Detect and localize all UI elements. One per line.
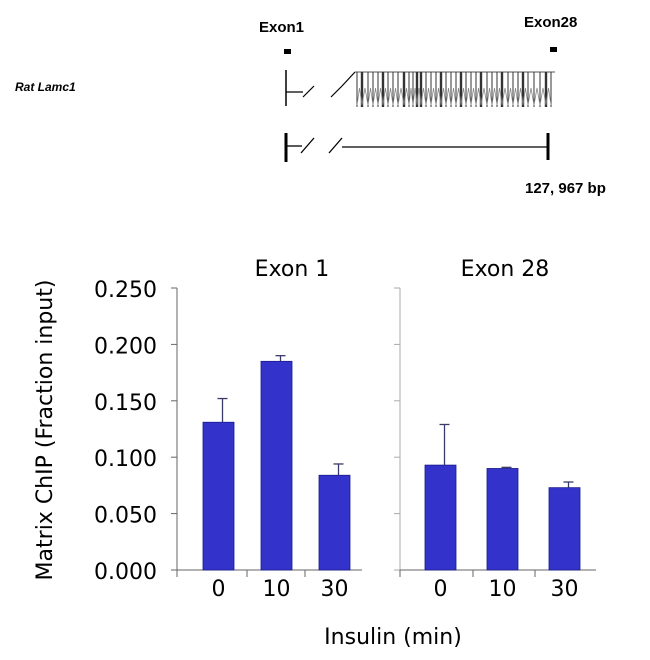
y-tick-label: 0.250 bbox=[94, 278, 157, 303]
chart: Matrix ChIP (Fraction input) 0.0000.0500… bbox=[33, 257, 596, 650]
x-tick-label: 10 bbox=[489, 577, 517, 602]
bar bbox=[424, 464, 457, 571]
y-tick-label: 0.150 bbox=[94, 391, 157, 416]
x-axis-label: Insulin (min) bbox=[324, 625, 462, 650]
bar bbox=[548, 487, 581, 571]
x-tick-label: 0 bbox=[212, 577, 226, 602]
x-tick-label: 30 bbox=[321, 577, 349, 602]
intron-lines bbox=[356, 87, 552, 106]
exon1-marker bbox=[284, 49, 291, 54]
bar bbox=[318, 474, 351, 571]
gene-span-track bbox=[284, 133, 550, 162]
panel-2: Exon 28 0 10 30 bbox=[394, 257, 596, 602]
gene-name: Rat Lamc1 bbox=[15, 80, 76, 94]
y-tick-label: 0.200 bbox=[94, 334, 157, 359]
x-tick-label: 0 bbox=[434, 577, 448, 602]
bar bbox=[260, 360, 293, 571]
gene-exon-track bbox=[285, 70, 555, 107]
exon28-marker bbox=[550, 47, 557, 52]
panel-title: Exon 1 bbox=[255, 257, 330, 282]
panel-title: Exon 28 bbox=[461, 257, 550, 282]
bar bbox=[202, 421, 235, 571]
y-tick-label: 0.050 bbox=[94, 504, 157, 529]
panel-1: Exon 1 0 10 30 bbox=[171, 257, 362, 602]
exon-bars bbox=[356, 72, 552, 107]
y-tick-label: 0.100 bbox=[94, 447, 157, 472]
gene-map: Exon1 Exon28 Rat Lamc1 127, 967 bp bbox=[15, 14, 606, 197]
x-tick-label: 10 bbox=[263, 577, 291, 602]
x-tick-label: 30 bbox=[551, 577, 579, 602]
y-tick-labels: 0.000 0.050 0.100 0.150 0.200 0.250 bbox=[94, 278, 157, 585]
bar bbox=[486, 468, 519, 571]
gene-length-label: 127, 967 bp bbox=[525, 180, 606, 197]
y-tick-label: 0.000 bbox=[94, 560, 157, 585]
exon1-label: Exon1 bbox=[259, 19, 304, 36]
chart-panels: Exon 1 0 10 30 Exon 28 0 10 30 bbox=[171, 257, 596, 602]
exon28-label: Exon28 bbox=[524, 14, 577, 31]
y-axis-label: Matrix ChIP (Fraction input) bbox=[33, 280, 58, 581]
